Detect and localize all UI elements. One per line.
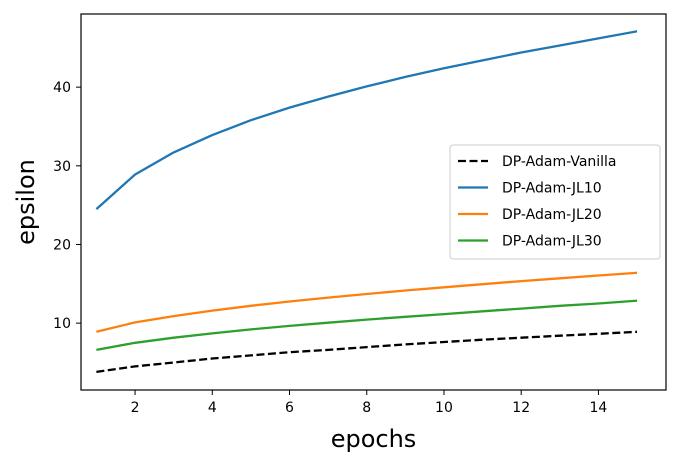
legend-label: DP-Adam-JL20 [502,207,602,223]
y-tick-label: 40 [53,80,71,96]
x-tick-label: 6 [285,400,294,416]
legend-label: DP-Adam-Vanilla [502,154,617,170]
x-tick-label: 4 [208,400,217,416]
series-line-dp-adam-vanilla [96,330,638,374]
y-tick-label: 10 [53,316,71,332]
series-line-dp-adam-jl30 [96,299,638,352]
y-tick-label: 20 [53,237,71,253]
x-tick-label: 14 [590,400,608,416]
legend-box [449,144,661,260]
y-axis-title: epsilon [12,159,40,245]
plot-area [80,13,667,391]
y-axis: 10 20 30 40 [53,80,81,332]
series-line-dp-adam-jl20 [96,271,638,333]
legend-label: DP-Adam-JL10 [502,181,602,197]
legend-label: DP-Adam-JL30 [502,234,602,250]
x-tick-label: 10 [435,400,453,416]
x-axis: 2 4 6 8 10 12 14 [131,390,608,416]
x-tick-label: 8 [362,400,371,416]
x-tick-label: 12 [512,400,530,416]
plot-frame [80,13,667,391]
series-line-dp-adam-jl10 [95,30,638,210]
legend: DP-Adam-Vanilla DP-Adam-JL10 DP-Adam-JL20 D… [449,144,661,260]
x-tick-label: 2 [131,400,140,416]
y-tick-label: 30 [53,159,71,175]
series-layer [95,30,638,374]
x-axis-title: epochs [331,425,417,453]
